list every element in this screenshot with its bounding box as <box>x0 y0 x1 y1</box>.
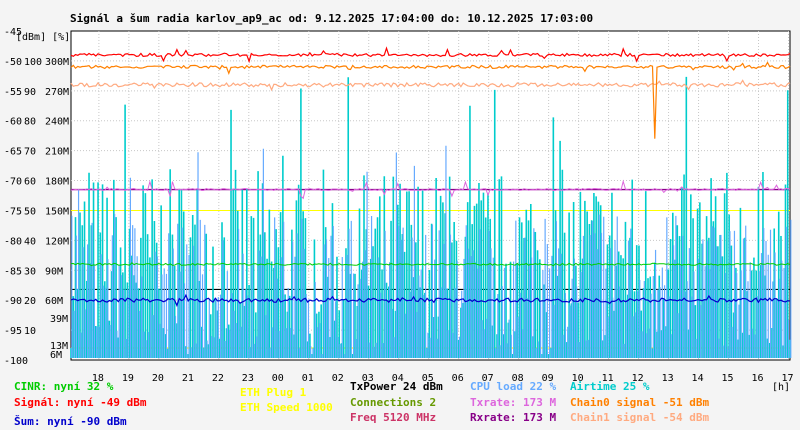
y-tick-dbm: -55 <box>4 87 22 98</box>
x-tick-label: 09 <box>542 373 554 384</box>
y-tick-rate: 270M <box>45 87 69 98</box>
y-tick-rate: 180M <box>45 177 69 188</box>
legend: CINR: nyní 32 % Signál: nyní -49 dBm Šum… <box>14 380 709 428</box>
y-tick-pct: 50 <box>24 206 36 217</box>
series-group <box>70 46 792 358</box>
series-noise-line <box>70 293 791 308</box>
y-tick-pct: 60 <box>24 177 36 188</box>
chart-title: Signál a šum radia karlov_ap9_ac od: 9.1… <box>70 12 593 25</box>
legend-txpower: TxPower 24 dBm <box>350 380 443 393</box>
x-tick-label: 03 <box>362 373 374 384</box>
y-tick-pct: 90 <box>24 87 36 98</box>
x-tick-label: 05 <box>422 373 434 384</box>
y-tick-rate-extra: 39M <box>50 314 68 325</box>
y-tick-dbm: -70 <box>4 177 22 188</box>
y-tick-pct: 40 <box>24 236 36 247</box>
series-signal-line <box>70 46 791 64</box>
y-tick-dbm: -45 <box>4 27 22 38</box>
legend-freq: Freq 5120 MHz <box>350 411 436 424</box>
legend-rxrate: Rxrate: 173 M <box>470 411 556 424</box>
x-tick-label: 06 <box>452 373 464 384</box>
legend-noise: Šum: nyní -90 dBm <box>14 415 127 428</box>
left-axis-units: [dBm] [%] <box>16 32 70 43</box>
y-tick-dbm: -60 <box>4 117 22 128</box>
x-tick-label: 04 <box>392 373 404 384</box>
series-txrate-line <box>70 179 791 200</box>
y-tick-rate-extra: 6M <box>50 350 62 361</box>
y-tick-dbm: -50 <box>4 57 22 68</box>
legend-eth-speed: ETH Speed 1000 <box>240 401 333 414</box>
y-tick-rate: 150M <box>45 206 69 217</box>
x-tick-label: 14 <box>692 373 704 384</box>
x-tick-label: 18 <box>92 373 104 384</box>
y-tick-dbm: -90 <box>4 296 22 307</box>
y-tick-pct: 100 <box>24 57 42 68</box>
y-tick-pct: 80 <box>24 117 36 128</box>
x-tick-label: 20 <box>152 373 164 384</box>
legend-chain1: Chain1 signal -54 dBm <box>570 411 709 424</box>
x-tick-label: 22 <box>212 373 224 384</box>
series-chain1-line <box>70 79 791 92</box>
x-tick-label: 10 <box>572 373 584 384</box>
series-chain0-line <box>70 61 791 139</box>
x-tick-label: 21 <box>182 373 194 384</box>
x-tick-label: 15 <box>722 373 734 384</box>
y-tick-rate: 120M <box>45 236 69 247</box>
y-tick-rate: 90M <box>45 266 63 277</box>
x-tick-label: 11 <box>602 373 614 384</box>
legend-airtime: Airtime 25 % <box>570 380 650 393</box>
y-tick-pct: 20 <box>24 296 36 307</box>
x-tick-label: 07 <box>482 373 494 384</box>
y-tick-pct: 10 <box>24 326 36 337</box>
x-tick-label: 23 <box>242 373 254 384</box>
y-tick-rate: 60M <box>45 296 63 307</box>
x-tick-label: 16 <box>752 373 764 384</box>
y-tick-dbm: -80 <box>4 236 22 247</box>
y-tick-rate: 210M <box>45 147 69 158</box>
series-cinr-line <box>70 262 791 267</box>
y-tick-dbm: -100 <box>4 356 28 367</box>
legend-chain0: Chain0 signal -51 dBm <box>570 396 709 409</box>
x-tick-label: 19 <box>122 373 134 384</box>
x-tick-label: 08 <box>512 373 524 384</box>
legend-cinr: CINR: nyní 32 % <box>14 380 114 393</box>
x-axis-unit: [h] <box>772 382 790 393</box>
x-tick-label: 13 <box>662 373 674 384</box>
legend-signal: Signál: nyní -49 dBm <box>14 396 147 409</box>
legend-eth-plug: ETH Plug 1 <box>240 386 307 399</box>
y-axis-ticks: -45 -50 -55 -60 -65 -70 -75 -80 -85 -90 -95 -100 100… <box>4 27 69 367</box>
x-tick-label: 01 <box>302 373 314 384</box>
y-tick-rate: 300M <box>45 57 69 68</box>
legend-connections: Connections 2 <box>350 396 436 409</box>
legend-txrate: Txrate: 173 M <box>470 396 556 409</box>
y-tick-rate: 240M <box>45 117 69 128</box>
x-tick-label: 17 <box>782 373 794 384</box>
x-tick-label: 00 <box>272 373 284 384</box>
x-axis-ticks: 18 19 20 21 22 23 00 01 02 03 04 05 06 07 08 09 10 11 12 13… <box>92 373 794 384</box>
y-tick-pct: 70 <box>24 147 36 158</box>
y-tick-dbm: -75 <box>4 206 22 217</box>
y-tick-dbm: -85 <box>4 266 22 277</box>
y-tick-rate-extra: 13M <box>50 341 68 352</box>
legend-cpu: CPU load 22 % <box>470 380 556 393</box>
y-tick-pct: 30 <box>24 266 36 277</box>
x-tick-label: 02 <box>332 373 344 384</box>
y-tick-dbm: -95 <box>4 326 22 337</box>
y-tick-dbm: -65 <box>4 147 22 158</box>
x-tick-label: 12 <box>632 373 644 384</box>
